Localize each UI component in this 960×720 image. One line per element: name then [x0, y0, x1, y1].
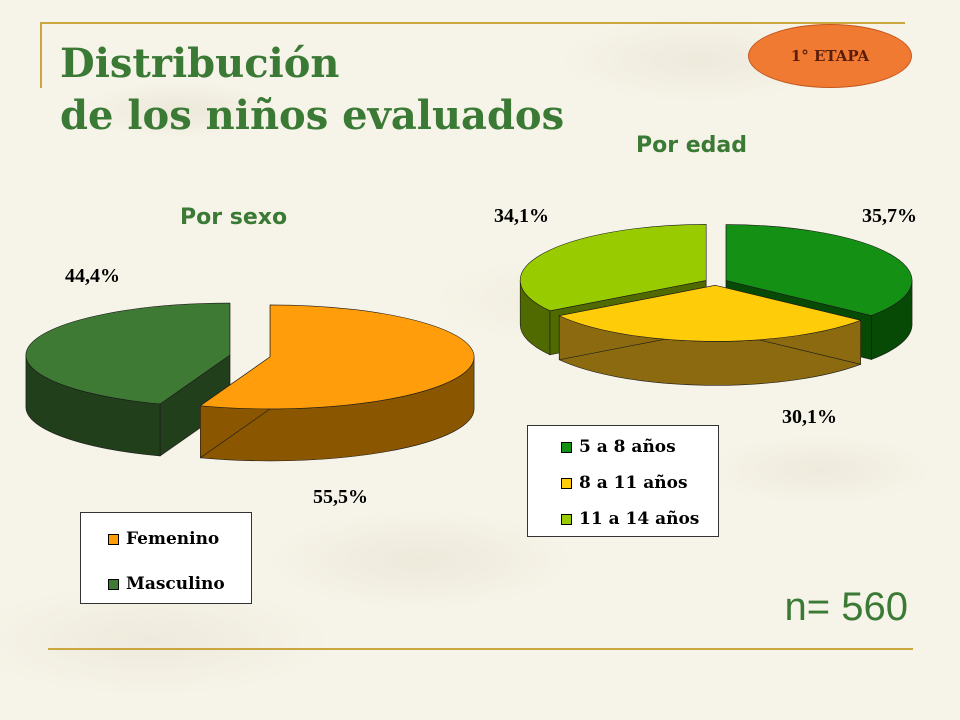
data-label-8-11: 30,1% — [782, 406, 837, 428]
left-rule — [40, 22, 42, 88]
age-pie-chart — [519, 224, 913, 386]
legend-swatch-masculino — [108, 578, 119, 590]
title-line-2: de los niños evaluados — [60, 92, 565, 139]
page-title: Distribución de los niños evaluados — [60, 38, 564, 142]
age-pie-slice-1 — [558, 285, 862, 342]
title-line-1: Distribución — [60, 40, 340, 87]
age-pie-slice-0 — [725, 224, 913, 316]
sex-legend: Femenino Masculino — [80, 512, 252, 604]
top-rule — [40, 22, 905, 24]
data-label-masculino: 44,4% — [65, 265, 120, 287]
legend-label-8-11: 8 a 11 años — [579, 473, 688, 493]
data-label-femenino: 55,5% — [313, 486, 368, 508]
legend-item-femenino: Femenino — [108, 529, 219, 549]
legend-swatch-8-11 — [561, 477, 572, 489]
age-pie-slice-2 — [519, 224, 707, 312]
sex-pie-slice-0 — [199, 304, 475, 410]
legend-item-8-11: 8 a 11 años — [561, 473, 688, 493]
legend-swatch-5-8 — [561, 441, 572, 453]
sex-chart-title: Por sexo — [180, 205, 288, 230]
legend-item-masculino: Masculino — [108, 574, 225, 594]
legend-label-11-14: 11 a 14 años — [579, 509, 700, 529]
stage-badge: 1° ETAPA — [748, 24, 912, 88]
legend-label-masculino: Masculino — [126, 574, 225, 594]
legend-item-5-8: 5 a 8 años — [561, 437, 676, 457]
sex-pie-chart — [25, 302, 475, 462]
age-legend: 5 a 8 años 8 a 11 años 11 a 14 años — [527, 425, 719, 537]
age-chart-title: Por edad — [636, 133, 748, 158]
data-label-11-14: 34,1% — [494, 205, 549, 227]
sex-pie-slice-1 — [25, 302, 231, 405]
bottom-rule — [48, 648, 913, 650]
legend-label-femenino: Femenino — [126, 529, 220, 549]
legend-label-5-8: 5 a 8 años — [579, 437, 676, 457]
legend-swatch-femenino — [108, 533, 119, 545]
legend-swatch-11-14 — [561, 513, 572, 525]
sample-size: n= 560 — [784, 585, 908, 629]
data-label-5-8: 35,7% — [862, 205, 917, 227]
legend-item-11-14: 11 a 14 años — [561, 509, 699, 529]
